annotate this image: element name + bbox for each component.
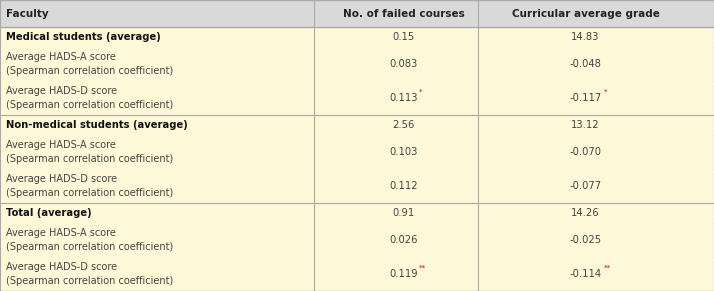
- Bar: [0, 81, 714, 115]
- Text: 0.113: 0.113: [389, 93, 418, 103]
- Text: Average HADS-D score: Average HADS-D score: [6, 262, 117, 272]
- Bar: [0, 203, 714, 223]
- Text: 2.56: 2.56: [392, 120, 415, 130]
- Text: 14.83: 14.83: [571, 32, 600, 42]
- Text: 0.083: 0.083: [389, 59, 418, 69]
- Text: -0.025: -0.025: [570, 235, 601, 245]
- Text: *: *: [603, 89, 608, 95]
- Bar: [0, 0, 714, 27]
- Bar: [0, 257, 714, 291]
- Text: (Spearman correlation coefficient): (Spearman correlation coefficient): [6, 188, 173, 198]
- Text: 0.119: 0.119: [389, 269, 418, 279]
- Text: (Spearman correlation coefficient): (Spearman correlation coefficient): [6, 276, 173, 286]
- Text: **: **: [603, 265, 611, 271]
- Text: *: *: [419, 89, 423, 95]
- Text: **: **: [419, 265, 426, 271]
- Text: -0.048: -0.048: [570, 59, 601, 69]
- Text: Curricular average grade: Curricular average grade: [511, 8, 660, 19]
- Text: (Spearman correlation coefficient): (Spearman correlation coefficient): [6, 100, 173, 110]
- Text: Medical students (average): Medical students (average): [6, 32, 161, 42]
- Text: 13.12: 13.12: [571, 120, 600, 130]
- Text: 0.026: 0.026: [389, 235, 418, 245]
- Text: 0.103: 0.103: [389, 147, 418, 157]
- Text: Faculty: Faculty: [6, 8, 49, 19]
- Bar: [0, 115, 714, 135]
- Text: No. of failed courses: No. of failed courses: [343, 8, 464, 19]
- Text: Average HADS-A score: Average HADS-A score: [6, 140, 116, 150]
- Text: 0.91: 0.91: [392, 208, 415, 218]
- Text: -0.117: -0.117: [569, 93, 602, 103]
- Text: Non-medical students (average): Non-medical students (average): [6, 120, 188, 130]
- Bar: [0, 47, 714, 81]
- Bar: [0, 223, 714, 257]
- Text: Average HADS-D score: Average HADS-D score: [6, 86, 117, 96]
- Text: 0.15: 0.15: [392, 32, 415, 42]
- Text: 0.112: 0.112: [389, 181, 418, 191]
- Text: (Spearman correlation coefficient): (Spearman correlation coefficient): [6, 242, 173, 252]
- Text: -0.070: -0.070: [570, 147, 601, 157]
- Bar: [0, 169, 714, 203]
- Text: Average HADS-A score: Average HADS-A score: [6, 52, 116, 62]
- Text: Average HADS-A score: Average HADS-A score: [6, 228, 116, 238]
- Bar: [0, 135, 714, 169]
- Text: (Spearman correlation coefficient): (Spearman correlation coefficient): [6, 66, 173, 77]
- Text: -0.077: -0.077: [570, 181, 601, 191]
- Bar: [0, 27, 714, 47]
- Text: Total (average): Total (average): [6, 208, 91, 218]
- Text: Average HADS-D score: Average HADS-D score: [6, 174, 117, 184]
- Text: (Spearman correlation coefficient): (Spearman correlation coefficient): [6, 154, 173, 164]
- Text: 14.26: 14.26: [571, 208, 600, 218]
- Text: -0.114: -0.114: [570, 269, 601, 279]
